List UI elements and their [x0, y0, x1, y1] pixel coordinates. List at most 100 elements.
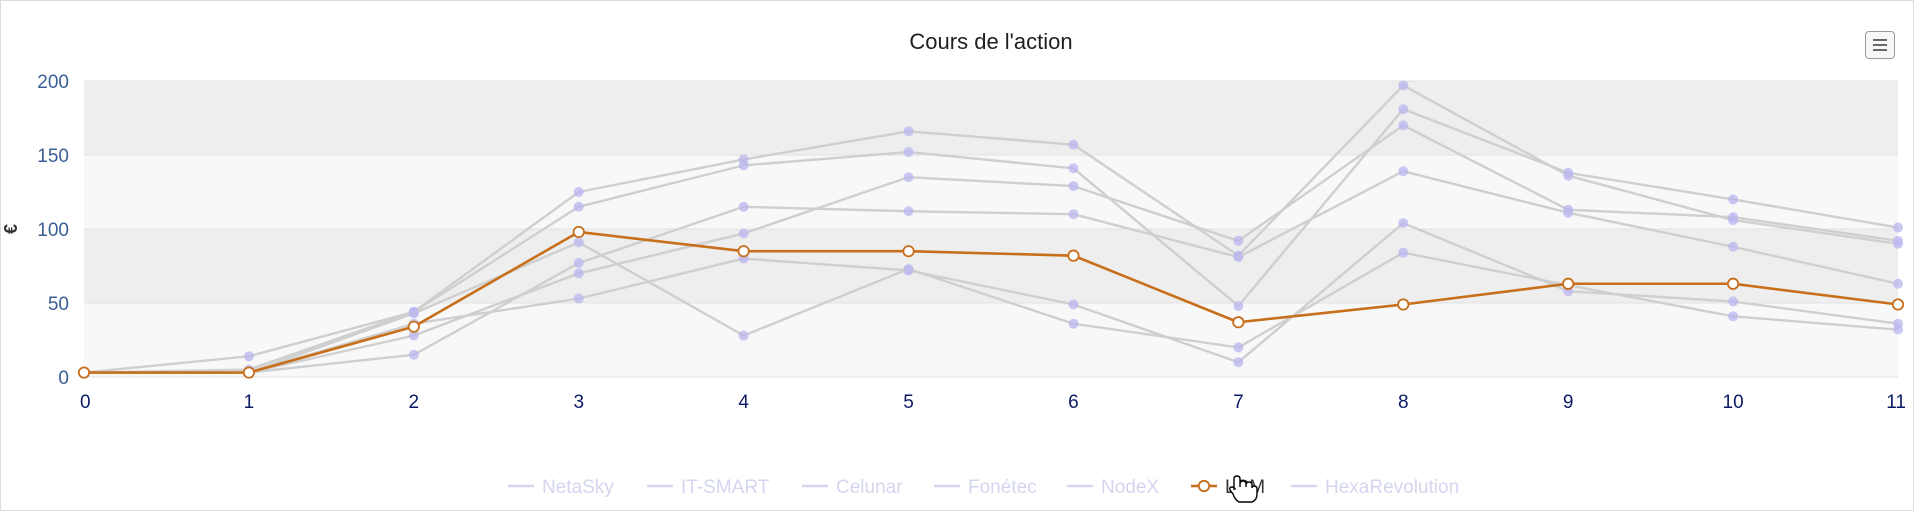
data-point: [1563, 207, 1574, 218]
x-tick-label: 8: [1398, 392, 1409, 413]
data-point: [1398, 104, 1409, 115]
x-tick-label: 11: [1886, 392, 1906, 413]
legend-label: NodeX: [1101, 477, 1159, 498]
x-tick-label: 0: [80, 392, 91, 413]
legend-item-it-smart[interactable]: IT-SMART: [647, 477, 770, 498]
data-point: [1726, 277, 1740, 290]
y-axis-ticks: 0 50 100 150 200: [37, 72, 69, 389]
data-point: [573, 258, 584, 269]
data-point: [1728, 194, 1739, 205]
x-tick-label: 1: [244, 392, 255, 413]
x-tick-label: 7: [1233, 392, 1244, 413]
data-point: [77, 366, 91, 379]
data-point: [1068, 318, 1079, 329]
data-point: [1068, 163, 1079, 174]
series-lcm: [77, 225, 1905, 379]
x-tick-label: 3: [573, 392, 584, 413]
legend-label: Fonétec: [968, 477, 1037, 498]
data-point: [1233, 235, 1244, 246]
data-point: [573, 237, 584, 248]
data-point: [573, 187, 584, 197]
plot-band: [84, 155, 1898, 229]
data-point: [573, 293, 584, 304]
hand-pointer-icon: [1229, 475, 1258, 503]
data-point: [1728, 311, 1739, 322]
data-point: [737, 245, 750, 258]
series-group-highlight: [77, 225, 1905, 379]
y-tick-label: 150: [37, 146, 69, 167]
data-point: [1891, 298, 1905, 311]
legend-label: HexaRevolution: [1325, 477, 1459, 498]
data-point: [903, 147, 914, 158]
data-point: [1893, 222, 1903, 233]
data-point: [1068, 299, 1079, 310]
data-point: [1562, 277, 1575, 290]
data-point: [1068, 139, 1079, 150]
data-point: [738, 228, 749, 239]
y-tick-label: 50: [48, 294, 69, 315]
data-point: [1398, 218, 1409, 229]
data-point: [1233, 252, 1244, 263]
data-point: [903, 126, 914, 137]
data-point: [1398, 247, 1409, 258]
x-tick-label: 2: [409, 392, 420, 413]
x-axis-ticks: 0 1 2 3 4 5 6 7 8 9 10 11: [80, 392, 1906, 413]
data-point: [1068, 181, 1079, 192]
data-point: [1893, 324, 1903, 335]
plot-bands: [84, 81, 1898, 377]
legend-item-netasky[interactable]: NetaSky: [508, 477, 614, 498]
data-point: [1563, 170, 1574, 181]
legend-item-nodex[interactable]: NodeX: [1067, 477, 1159, 498]
x-tick-label: 5: [903, 392, 914, 413]
data-point: [408, 349, 419, 360]
data-point: [1233, 300, 1244, 311]
data-point: [408, 308, 419, 319]
data-point: [902, 245, 915, 258]
x-tick-label: 4: [738, 392, 749, 413]
y-tick-label: 200: [37, 72, 69, 93]
y-tick-label: 0: [58, 368, 69, 389]
data-point: [1232, 316, 1245, 329]
y-tick-label: 100: [37, 220, 69, 241]
legend-marker-symbol: [1197, 479, 1211, 493]
data-point: [903, 206, 914, 217]
hamburger-menu-icon: [1873, 39, 1887, 41]
data-point: [243, 351, 254, 362]
series-line: [84, 170, 1899, 374]
data-point: [1398, 80, 1409, 91]
data-point: [1397, 298, 1410, 311]
data-point: [1728, 212, 1739, 223]
data-point: [573, 268, 584, 279]
data-point: [408, 330, 419, 341]
series-line: [84, 230, 1899, 374]
legend-label: NetaSky: [542, 477, 614, 498]
data-point: [738, 201, 749, 212]
data-point: [1233, 342, 1244, 353]
x-tick-label: 6: [1068, 392, 1079, 413]
legend: NetaSkyIT-SMARTCelunarFonétecNodeXLCMHex…: [508, 477, 1459, 498]
chart-menu-button[interactable]: [1865, 31, 1895, 59]
series-line: [84, 124, 1899, 374]
legend-item-fon-tec[interactable]: Fonétec: [934, 477, 1037, 498]
data-point: [407, 320, 420, 333]
data-point: [1233, 357, 1244, 368]
legend-label: Celunar: [836, 477, 903, 498]
data-point: [1068, 209, 1079, 220]
x-tick-label: 9: [1563, 392, 1574, 413]
gridlines: [84, 80, 1898, 378]
legend-item-hexarevolution[interactable]: HexaRevolution: [1291, 477, 1459, 498]
x-tick-label: 10: [1723, 392, 1744, 413]
series-line: [84, 241, 1899, 374]
data-point: [1893, 235, 1903, 246]
data-point: [738, 330, 749, 341]
data-point: [1893, 278, 1903, 289]
plot-band: [84, 81, 1898, 155]
data-point: [1067, 249, 1080, 262]
series-line: [83, 84, 1899, 374]
chart-title: Cours de l'action: [909, 29, 1072, 54]
data-point: [1398, 166, 1409, 177]
data-point: [903, 263, 914, 274]
legend-item-celunar[interactable]: Celunar: [802, 477, 903, 498]
data-point: [1728, 241, 1739, 252]
